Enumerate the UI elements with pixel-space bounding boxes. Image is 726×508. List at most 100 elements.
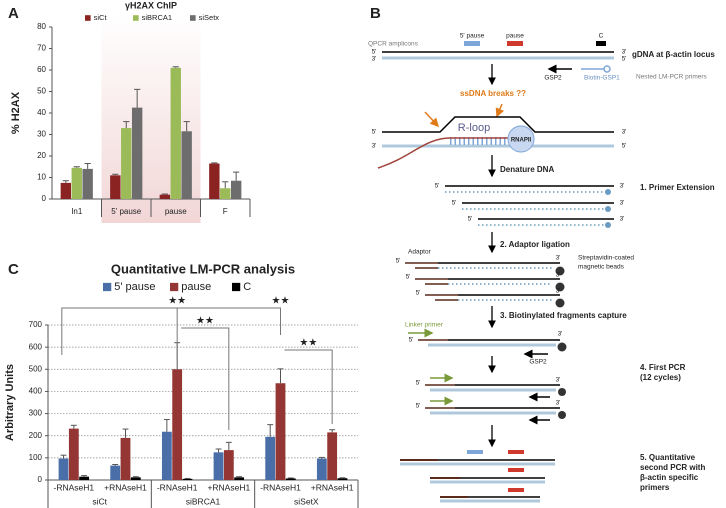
bar xyxy=(130,477,141,480)
strand-end: 3' xyxy=(556,400,561,407)
strand-end: 5' xyxy=(416,290,421,297)
arrow xyxy=(495,103,505,118)
bar xyxy=(220,188,231,199)
y-tick-label: 80 xyxy=(37,22,46,31)
legend-swatch xyxy=(103,282,112,292)
bead xyxy=(558,411,566,419)
x-tick-label: +RNAseH1 xyxy=(311,482,354,492)
bar xyxy=(327,432,338,480)
y-tick-label: 0 xyxy=(42,194,47,203)
label: Linker primer xyxy=(405,322,444,329)
amplicon xyxy=(507,41,523,46)
label: ssDNA breaks ?? xyxy=(460,89,526,98)
significance: ★★ xyxy=(299,338,317,349)
legend-swatch xyxy=(133,15,139,21)
label: gDNA at β-actin locus xyxy=(632,50,715,59)
x-tick-label: In1 xyxy=(71,207,83,216)
panel-label: A xyxy=(8,5,19,22)
strand-end: 3' xyxy=(620,183,625,190)
biotin xyxy=(605,222,611,228)
strand-end: 5' xyxy=(452,200,457,207)
y-tick-label: 40 xyxy=(37,108,46,117)
strand-end: 5' xyxy=(372,129,377,136)
label: second PCR with xyxy=(640,463,705,472)
bead xyxy=(555,266,565,276)
legend-label: 5' pause xyxy=(114,281,155,293)
y-tick-label: 700 xyxy=(29,320,43,329)
label: 4. First PCR xyxy=(640,363,686,372)
legend-label: C xyxy=(243,281,251,293)
amplicon xyxy=(508,450,524,454)
bar xyxy=(120,437,131,480)
legend-swatch xyxy=(85,15,91,21)
strand-end: 3' xyxy=(372,143,377,150)
strand-end: 3' xyxy=(620,216,625,223)
significance: ★★ xyxy=(196,316,214,327)
strand xyxy=(382,116,614,133)
significance-bracket xyxy=(61,307,281,360)
label: magnetic beads xyxy=(578,264,625,271)
strand-end: 3' xyxy=(556,288,561,295)
label: 1. Primer Extension xyxy=(640,183,715,192)
bar xyxy=(121,128,132,199)
bar xyxy=(337,478,348,480)
panel-label: B xyxy=(370,5,381,22)
strand-end: 5' xyxy=(468,216,473,223)
label: 3. Biotinylated fragments capture xyxy=(500,311,627,320)
bar xyxy=(182,478,193,480)
legend-label: siCt xyxy=(94,13,108,22)
strand-end: 5' xyxy=(622,56,627,63)
strand-end: 5' xyxy=(396,258,401,265)
bead xyxy=(558,388,566,396)
strand-end: 3' xyxy=(556,377,561,384)
chart-title: Quantitative LM-PCR analysis xyxy=(111,261,295,276)
label: Streptavidin-coated xyxy=(578,255,634,262)
label: Biotin-GSP1 xyxy=(584,75,620,82)
x-tick-label: -RNAseH1 xyxy=(260,482,301,492)
label: QPCR amplicons xyxy=(368,41,419,48)
bar xyxy=(82,168,93,199)
label: (12 cycles) xyxy=(640,373,681,382)
legend-label: pause xyxy=(181,281,211,293)
biotin xyxy=(605,189,611,195)
group-label: siBRCA1 xyxy=(186,496,221,506)
y-axis-label: Arbitrary Units xyxy=(4,364,16,441)
bar xyxy=(181,131,192,199)
x-tick-label: -RNAseH1 xyxy=(157,482,198,492)
strand-end: 5' xyxy=(416,403,421,410)
rna xyxy=(377,137,508,169)
label: pause xyxy=(506,33,524,40)
bar xyxy=(110,175,121,199)
x-tick-label: pause xyxy=(165,207,187,216)
y-tick-label: 100 xyxy=(29,453,43,462)
bar xyxy=(234,477,245,480)
significance-bracket xyxy=(284,349,333,424)
bar xyxy=(79,476,90,480)
strand-end: 5' xyxy=(416,380,421,387)
y-tick-label: 20 xyxy=(37,151,46,160)
biotin xyxy=(603,65,611,73)
amplicon xyxy=(596,41,606,46)
label: β-actin specific xyxy=(640,473,699,482)
y-tick-label: 30 xyxy=(37,130,46,139)
label: Nested LM-PCR primers xyxy=(636,74,708,81)
bar xyxy=(161,431,172,480)
x-tick-label: +RNAseH1 xyxy=(207,482,250,492)
strand-end: 3' xyxy=(622,49,627,56)
y-tick-label: 10 xyxy=(37,173,46,182)
bar xyxy=(230,180,242,199)
y-tick-label: 60 xyxy=(37,65,46,74)
label: 5' pause xyxy=(460,33,485,40)
y-tick-label: 600 xyxy=(29,342,43,351)
bar xyxy=(316,458,327,480)
amplicon xyxy=(508,488,524,492)
label: GSP2 xyxy=(544,75,562,82)
bar xyxy=(60,182,72,199)
strand-end: 5' xyxy=(435,183,440,190)
strand-end: 3' xyxy=(622,129,627,136)
significance-bracket xyxy=(181,327,230,430)
y-tick-label: 70 xyxy=(37,44,46,53)
label: R-loop xyxy=(458,122,490,134)
amplicon xyxy=(508,468,524,472)
